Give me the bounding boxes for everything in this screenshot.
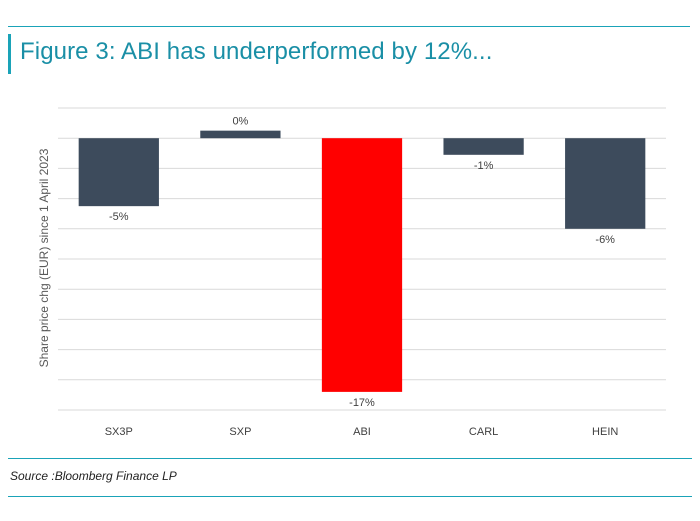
bar-sxp: [200, 130, 281, 139]
data-label-sx3p: -5%: [109, 211, 129, 223]
figure-title: Figure 3: ABI has underperformed by 12%.…: [20, 38, 493, 65]
x-tick-label-hein: HEIN: [592, 426, 618, 438]
data-label-abi: -17%: [349, 397, 375, 409]
bar-hein: [565, 138, 646, 229]
bar-abi: [321, 138, 403, 392]
title-block: Figure 3: ABI has underperformed by 12%.…: [8, 26, 690, 76]
bar-chart: -5% 0% -17% -1% -6% SX3P SXP ABI CARL HEIN Share…: [37, 107, 666, 438]
bar-sx3p: [78, 138, 159, 207]
title-accent-bar: [8, 34, 11, 74]
data-label-hein: -6%: [595, 234, 615, 246]
footer-rule: [8, 496, 692, 497]
data-label-carl: -1%: [474, 160, 494, 172]
x-tick-label-carl: CARL: [469, 426, 498, 438]
x-tick-label-sxp: SXP: [229, 426, 251, 438]
y-axis-label: Share price chg (EUR) since 1 April 2023: [37, 148, 51, 367]
source-note: Source :Bloomberg Finance LP: [10, 469, 177, 483]
data-labels-group: -5% 0% -17% -1% -6%: [109, 116, 615, 409]
x-tick-label-abi: ABI: [353, 426, 371, 438]
bar-carl: [443, 138, 524, 155]
x-tick-labels-group: SX3P SXP ABI CARL HEIN: [105, 426, 619, 438]
title-top-rule: [8, 26, 690, 27]
bars-group: [78, 130, 646, 392]
data-label-sxp: 0%: [232, 116, 248, 128]
x-tick-label-sx3p: SX3P: [105, 426, 133, 438]
source-top-rule: [8, 458, 692, 459]
